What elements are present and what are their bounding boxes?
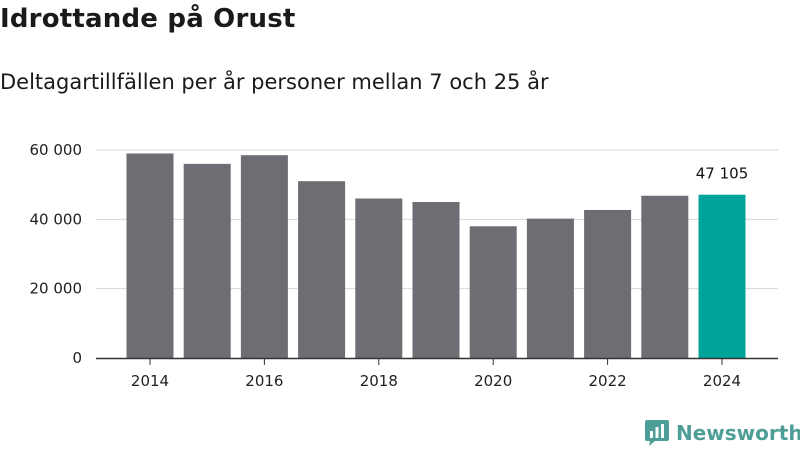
x-tick-label: 2020 <box>474 372 512 390</box>
y-tick-label: 0 <box>72 349 82 367</box>
bar-2022 <box>584 209 632 358</box>
x-tick-label: 2014 <box>131 372 169 390</box>
x-tick-label: 2022 <box>589 372 627 390</box>
x-tick-label: 2018 <box>360 372 398 390</box>
bar-2017 <box>298 181 346 358</box>
x-tick-label: 2016 <box>245 372 283 390</box>
chart-subtitle: Deltagartillfällen per år personer mella… <box>0 70 549 94</box>
bar-2019 <box>412 202 460 358</box>
newsworthy-logo-icon <box>645 420 669 446</box>
bar-2018 <box>355 198 403 358</box>
bar-2020 <box>469 226 517 358</box>
bar-2014 <box>126 153 174 358</box>
bar-value-label: 47 105 <box>696 165 749 183</box>
y-tick-label: 20 000 <box>30 280 83 298</box>
bar-2015 <box>183 163 231 358</box>
brand-logo: Newsworthy <box>644 419 800 447</box>
bar-chart: 0 20 000 40 000 60 000 2014 2016 2018 2020 2022 2… <box>30 141 778 390</box>
x-tick-label: 2024 <box>703 372 741 390</box>
y-tick-label: 60 000 <box>30 141 83 159</box>
bar-2023 <box>641 195 689 358</box>
y-tick-label: 40 000 <box>30 210 83 228</box>
chart-title: Idrottande på Orust <box>0 4 296 34</box>
brand-name: Newsworthy <box>676 421 800 445</box>
bar-2024 <box>698 194 746 358</box>
bar-2021 <box>526 218 574 358</box>
bar-2016 <box>240 155 288 358</box>
